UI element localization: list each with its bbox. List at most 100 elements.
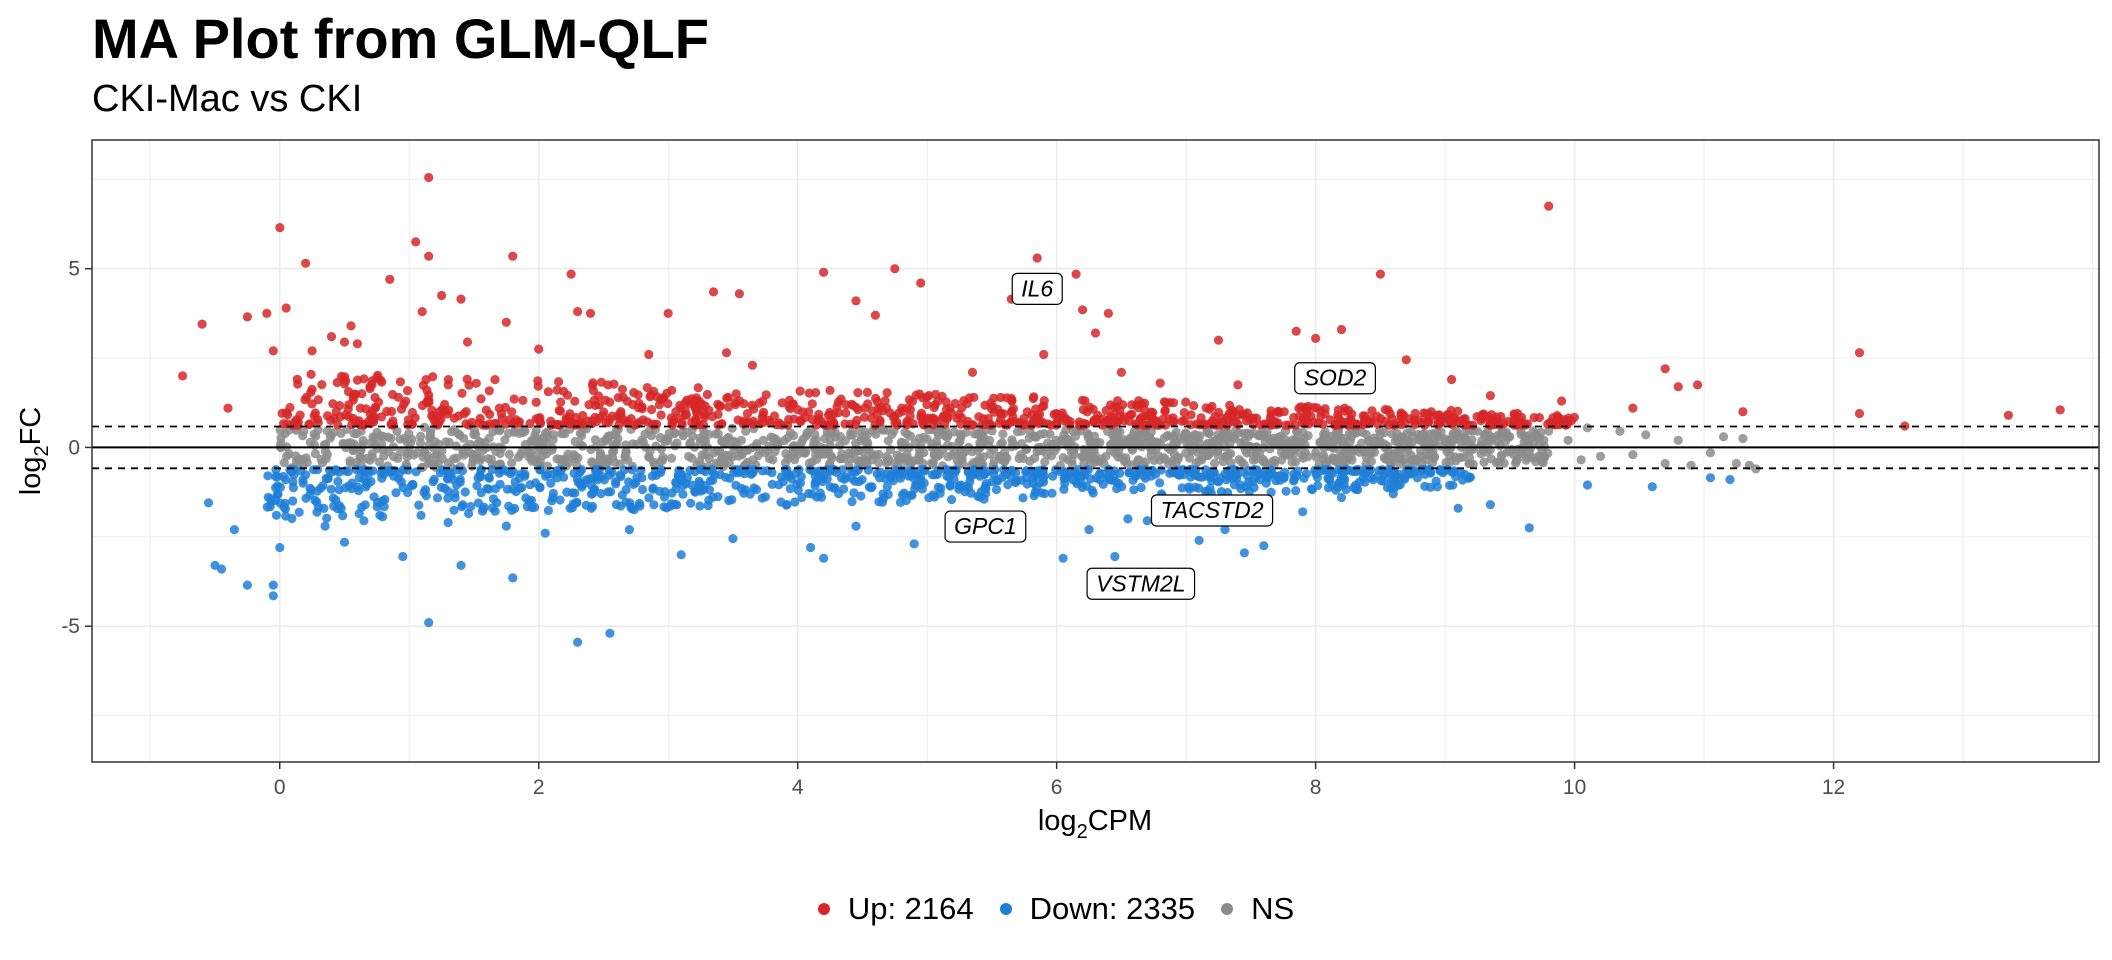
point-up bbox=[866, 413, 877, 423]
point-up bbox=[902, 420, 912, 430]
point-up bbox=[708, 287, 719, 297]
point-down bbox=[1029, 467, 1040, 477]
point-up bbox=[1266, 406, 1276, 416]
point-ns bbox=[1495, 429, 1506, 439]
legend-key-down bbox=[999, 903, 1012, 915]
legend-item-ns: NS bbox=[1221, 891, 1294, 927]
point-down bbox=[1110, 551, 1120, 562]
point-down bbox=[1705, 473, 1716, 483]
point-up bbox=[1119, 412, 1129, 422]
point-up bbox=[301, 258, 311, 268]
legend-label-down: Down: 2335 bbox=[1029, 891, 1196, 926]
point-up bbox=[427, 411, 437, 421]
point-ns bbox=[407, 434, 417, 444]
point-up bbox=[1347, 409, 1357, 419]
point-up bbox=[1443, 409, 1453, 419]
point-ns bbox=[949, 427, 959, 437]
point-down bbox=[331, 465, 341, 475]
point-up bbox=[989, 393, 999, 403]
point-up bbox=[1032, 253, 1042, 263]
point-up bbox=[1419, 408, 1429, 418]
point-down bbox=[520, 471, 530, 481]
point-up bbox=[374, 397, 384, 407]
gene-label-box bbox=[1011, 272, 1063, 305]
point-up bbox=[443, 375, 453, 385]
point-down bbox=[806, 542, 816, 553]
point-ns bbox=[1063, 435, 1073, 446]
point-ns bbox=[931, 436, 942, 447]
point-down bbox=[294, 507, 304, 517]
point-ns bbox=[952, 455, 962, 465]
point-up bbox=[484, 386, 494, 396]
point-ns bbox=[1458, 452, 1468, 462]
point-up bbox=[1116, 367, 1126, 377]
point-ns bbox=[1067, 455, 1077, 465]
point-down bbox=[1030, 487, 1040, 497]
point-down bbox=[1266, 465, 1276, 475]
point-ns bbox=[1142, 438, 1152, 448]
point-up bbox=[313, 418, 323, 428]
point-down bbox=[745, 489, 755, 499]
point-down bbox=[508, 573, 518, 583]
point-ns bbox=[1414, 435, 1424, 445]
chart-subtitle: CKI-Mac vs CKI bbox=[92, 78, 363, 120]
point-up bbox=[1453, 406, 1463, 416]
point-ns bbox=[704, 429, 714, 439]
point-down bbox=[541, 471, 551, 481]
point-ns bbox=[1436, 441, 1446, 451]
point-up bbox=[352, 339, 362, 349]
point-up bbox=[916, 278, 926, 288]
point-down bbox=[1647, 482, 1657, 492]
point-down bbox=[704, 485, 715, 495]
point-up bbox=[464, 380, 474, 390]
point-ns bbox=[1127, 435, 1137, 445]
point-up bbox=[1101, 405, 1111, 416]
point-up bbox=[1854, 348, 1865, 358]
point-ns bbox=[789, 455, 800, 465]
point-down bbox=[1104, 465, 1114, 475]
point-ns bbox=[476, 453, 486, 463]
point-down bbox=[872, 469, 882, 479]
point-ns bbox=[419, 447, 429, 458]
point-up bbox=[872, 397, 883, 407]
point-down bbox=[411, 467, 421, 477]
point-up bbox=[996, 414, 1006, 424]
point-up bbox=[617, 384, 628, 394]
point-down bbox=[1206, 472, 1216, 482]
point-up bbox=[601, 418, 611, 428]
point-ns bbox=[663, 436, 673, 446]
point-down bbox=[398, 551, 408, 562]
point-down bbox=[391, 488, 401, 498]
point-down bbox=[287, 513, 297, 524]
point-down bbox=[484, 472, 494, 482]
point-up bbox=[1103, 308, 1113, 318]
point-down bbox=[611, 499, 622, 510]
point-ns bbox=[1467, 435, 1477, 445]
point-down bbox=[1117, 482, 1127, 492]
point-up bbox=[680, 410, 690, 420]
point-up bbox=[1320, 409, 1330, 419]
point-down bbox=[543, 505, 554, 516]
point-down bbox=[377, 473, 387, 483]
point-up bbox=[629, 388, 639, 398]
point-up bbox=[1673, 382, 1683, 392]
point-up bbox=[1464, 420, 1474, 430]
point-ns bbox=[552, 454, 562, 464]
point-ns bbox=[415, 438, 426, 448]
point-up bbox=[939, 411, 949, 421]
point-ns bbox=[655, 456, 665, 467]
point-down bbox=[1194, 535, 1204, 546]
point-ns bbox=[1516, 429, 1526, 440]
point-down bbox=[1047, 488, 1057, 498]
point-down bbox=[1124, 467, 1134, 477]
point-ns bbox=[684, 451, 694, 461]
point-down bbox=[1068, 475, 1078, 485]
point-up bbox=[600, 395, 611, 405]
point-up bbox=[1213, 335, 1224, 345]
point-down bbox=[924, 493, 934, 503]
point-ns bbox=[1480, 429, 1490, 439]
point-down bbox=[450, 493, 460, 503]
point-ns bbox=[1731, 458, 1741, 469]
point-ns bbox=[483, 454, 493, 464]
point-down bbox=[736, 483, 747, 493]
